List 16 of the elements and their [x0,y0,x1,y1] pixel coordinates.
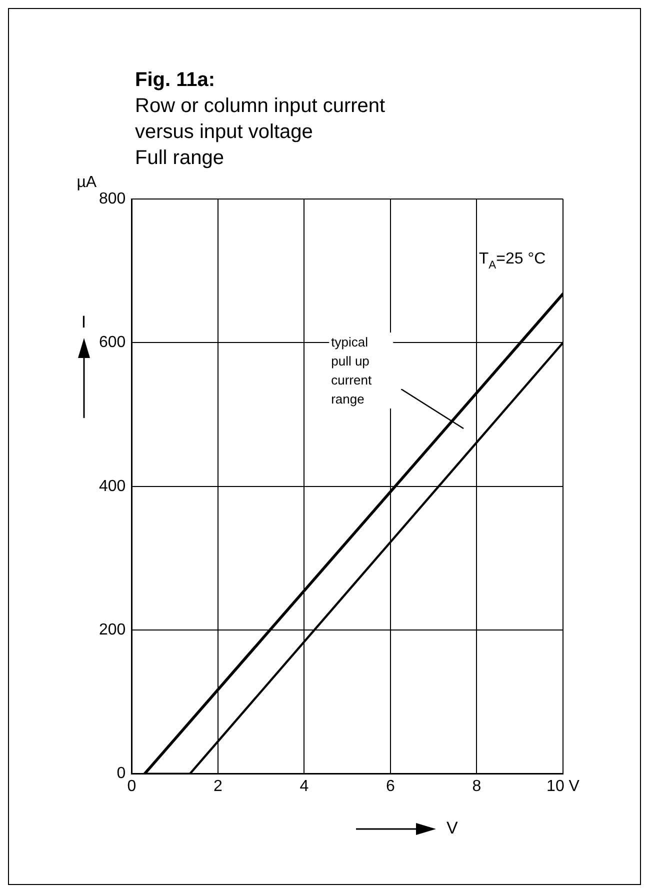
y-axis-title: I [81,312,86,332]
y-tick-label: 800 [98,190,126,208]
x-tick-label: 10 V [546,778,580,795]
y-tick-label: 0 [116,765,126,782]
x-tick-label: 4 [300,778,309,795]
annotation: typical pull up current range [331,334,372,407]
x-axis-title: V [446,818,459,838]
y-tick-label: 200 [98,622,126,639]
x-tick-label: 6 [386,778,396,795]
x-tick-label: 2 [214,778,223,795]
y-tick-label: 400 [98,478,126,495]
chart-title: Fig. 11a: [135,68,216,93]
y-tick-label: 600 [98,334,126,352]
text: µA [76,174,97,191]
x-tick-label: 8 [472,778,482,795]
chart-subtitle: Row or column input current versus input voltage Full range [135,94,386,171]
